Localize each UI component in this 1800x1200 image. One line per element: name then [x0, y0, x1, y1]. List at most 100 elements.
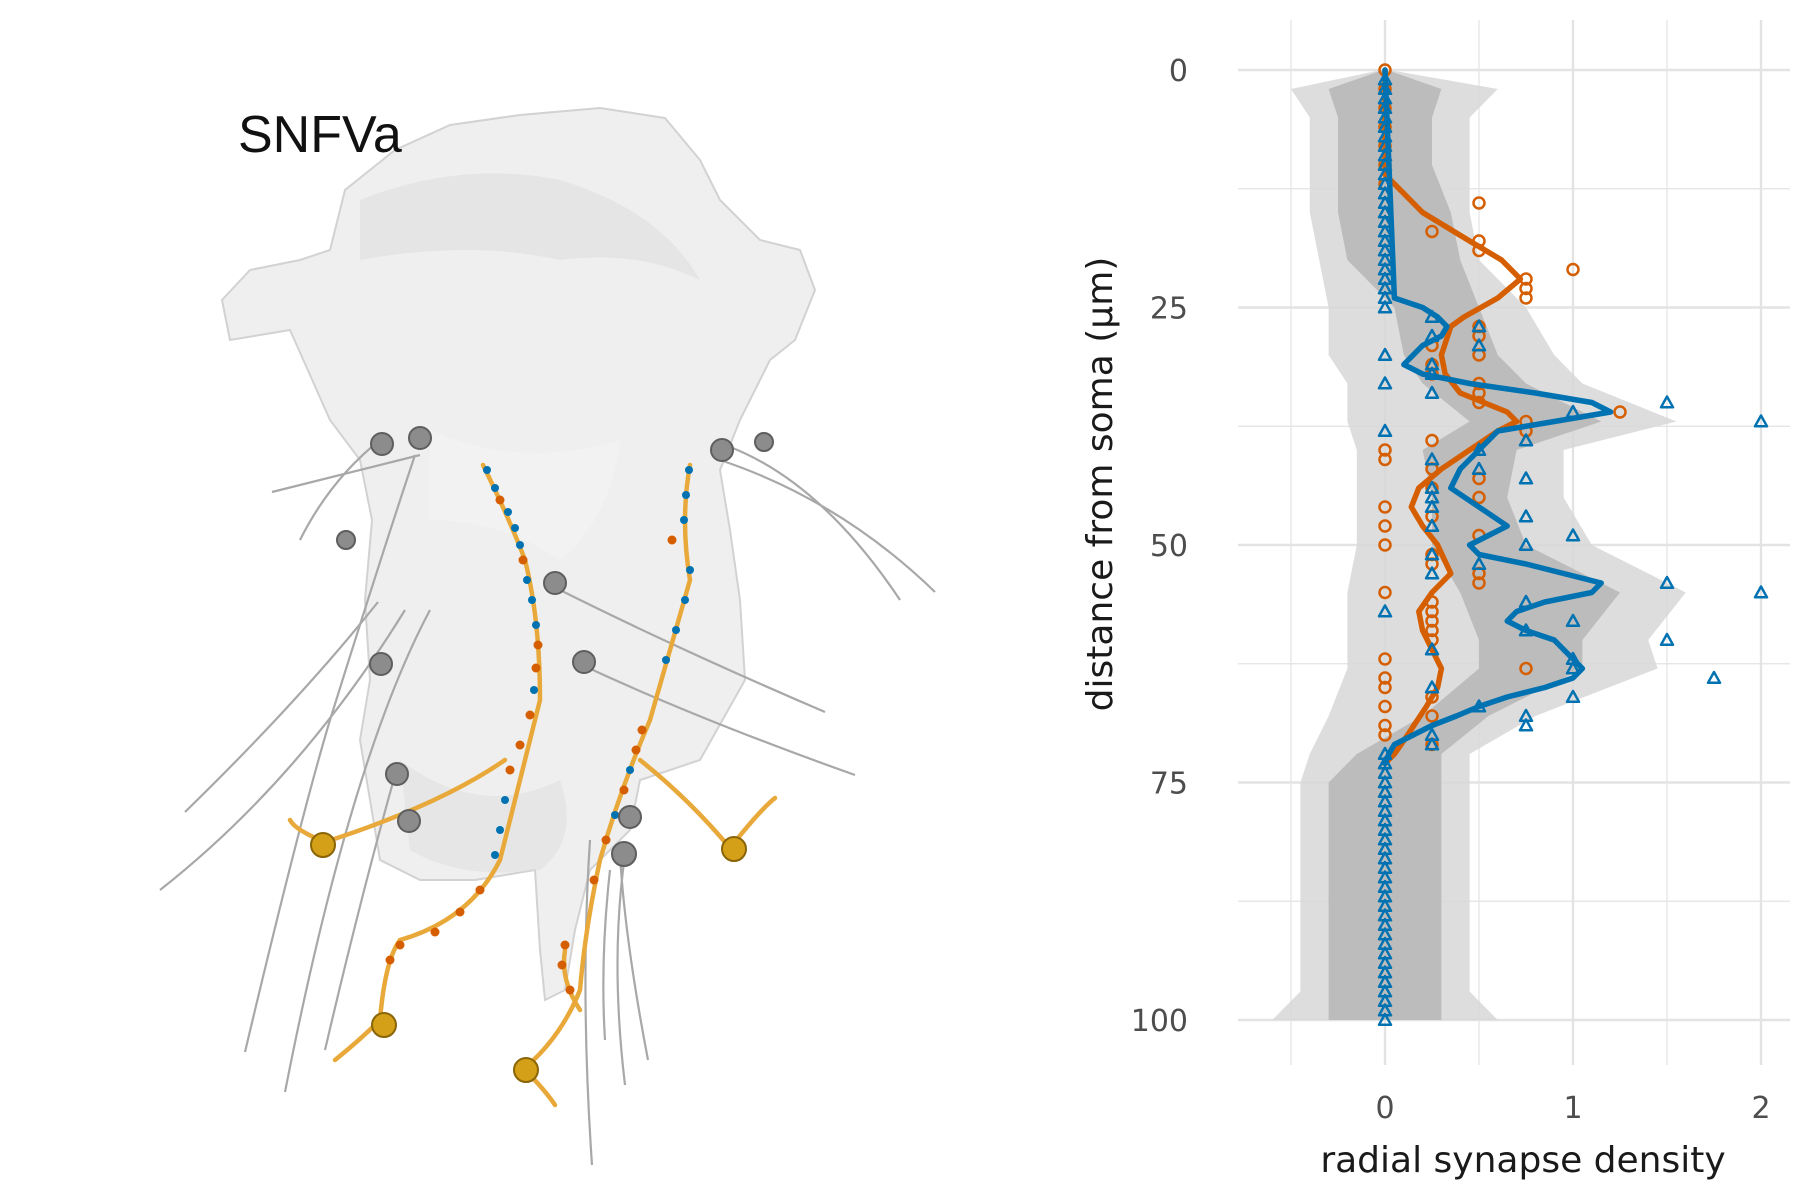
gray-sphere — [408, 426, 432, 450]
partner-neurite — [299, 439, 381, 541]
synapse-dot-orange — [515, 740, 525, 750]
tick-labels: 0 1 2 0 25 50 75 100 — [1131, 54, 1771, 1126]
x-tick-label: 1 — [1563, 1091, 1582, 1126]
gray-sphere — [611, 841, 637, 867]
data-point — [1518, 537, 1534, 552]
data-point — [1566, 262, 1580, 277]
y-tick-label: 0 — [1169, 54, 1188, 89]
synapse-dot-orange — [619, 785, 629, 795]
data-point — [1377, 604, 1393, 618]
gray-sphere — [618, 805, 642, 829]
gray-sphere — [397, 809, 421, 833]
synapse-dot-blue — [611, 811, 619, 819]
data-point — [1424, 366, 1440, 381]
data-point — [1519, 291, 1533, 305]
y-tick-label: 100 — [1131, 1004, 1188, 1039]
x-tick-label: 0 — [1375, 1091, 1394, 1126]
data-point — [1471, 699, 1487, 713]
synapse-dot-orange — [430, 927, 440, 937]
partner-neurite — [581, 664, 856, 777]
gold-sphere — [513, 1057, 539, 1083]
synapse-dot-orange — [565, 985, 575, 995]
data-point — [1425, 224, 1439, 239]
data-point — [1425, 604, 1439, 619]
series-triangle — [1377, 67, 1769, 1027]
gold-sphere — [310, 832, 336, 858]
neuron-mesh-shading — [430, 430, 620, 560]
y-tick-label: 75 — [1150, 767, 1188, 802]
synapse-dot-blue — [681, 596, 689, 604]
synapse-dot-blue — [523, 576, 531, 584]
gray-sphere — [385, 762, 409, 786]
synapse-dot-blue — [501, 796, 509, 804]
data-point — [1425, 709, 1439, 723]
gray-sphere — [336, 530, 356, 550]
data-point — [1613, 405, 1627, 419]
gold-sphere — [721, 836, 747, 862]
data-point — [1424, 518, 1440, 533]
data-point — [1753, 414, 1769, 428]
x-tick-label: 2 — [1751, 1091, 1770, 1126]
gold-sphere-markers — [310, 832, 747, 1083]
y-tick-label: 25 — [1150, 292, 1188, 327]
synapse-dot-orange — [601, 835, 611, 845]
synapse-dot-orange — [557, 960, 567, 970]
x-axis-title: radial synapse density — [1320, 1140, 1725, 1181]
data-point — [1424, 385, 1440, 400]
gray-sphere — [370, 432, 394, 456]
data-point — [1659, 575, 1675, 590]
data-point — [1706, 670, 1722, 685]
partner-neurite — [602, 869, 612, 1041]
data-point — [1471, 319, 1487, 333]
series-line — [1382, 67, 1524, 767]
density-chart: 0 1 2 0 25 50 75 100 radial synapse density dis… — [1080, 20, 1790, 1181]
synapse-dot-orange — [589, 875, 599, 885]
synapse-dot-orange — [560, 940, 570, 950]
dendrite-trace — [377, 462, 543, 1023]
synapse-dot-blue — [504, 508, 512, 516]
data-point — [1378, 680, 1392, 695]
data-point — [1378, 671, 1392, 685]
data-point — [1425, 433, 1439, 448]
data-point — [1565, 404, 1581, 419]
partner-neurite — [618, 854, 650, 1061]
data-point — [1519, 661, 1533, 676]
data-point — [1378, 699, 1392, 714]
neuron-render-panel: SNFVa — [159, 106, 936, 1166]
synapse-dot-blue — [516, 541, 524, 549]
data-point — [1518, 718, 1534, 732]
data-point — [1472, 196, 1486, 210]
data-point — [1377, 300, 1393, 314]
series-line — [1382, 67, 1614, 767]
synapse-dot-blue — [672, 626, 680, 634]
data-point — [1472, 490, 1486, 505]
data-point — [1378, 519, 1392, 533]
synapse-dot-blue — [528, 596, 536, 604]
synapse-dot-blue — [511, 524, 519, 532]
partner-neurite — [584, 839, 594, 1166]
data-point — [1471, 442, 1487, 457]
data-point — [1471, 556, 1487, 571]
data-point — [1565, 689, 1581, 704]
gold-sphere — [371, 1012, 397, 1038]
data-point — [1518, 471, 1534, 485]
synapse-dot-blue — [686, 566, 694, 574]
data-point — [1378, 500, 1392, 514]
data-point — [1378, 585, 1392, 600]
data-point — [1519, 281, 1533, 296]
data-point — [1659, 632, 1675, 647]
data-point — [1472, 234, 1486, 248]
synapse-dot-orange — [505, 765, 515, 775]
data-point — [1424, 566, 1440, 580]
synapse-dot-orange — [667, 535, 677, 545]
data-point — [1377, 1012, 1393, 1027]
data-point — [1378, 652, 1392, 666]
synapse-dot-blue — [680, 516, 688, 524]
data-point — [1424, 309, 1440, 324]
synapse-dot-blue — [685, 466, 693, 474]
gray-sphere — [572, 650, 596, 674]
panel-label: SNFVa — [238, 106, 402, 164]
neuron-mesh-shading — [360, 173, 700, 280]
data-point — [1659, 395, 1675, 409]
